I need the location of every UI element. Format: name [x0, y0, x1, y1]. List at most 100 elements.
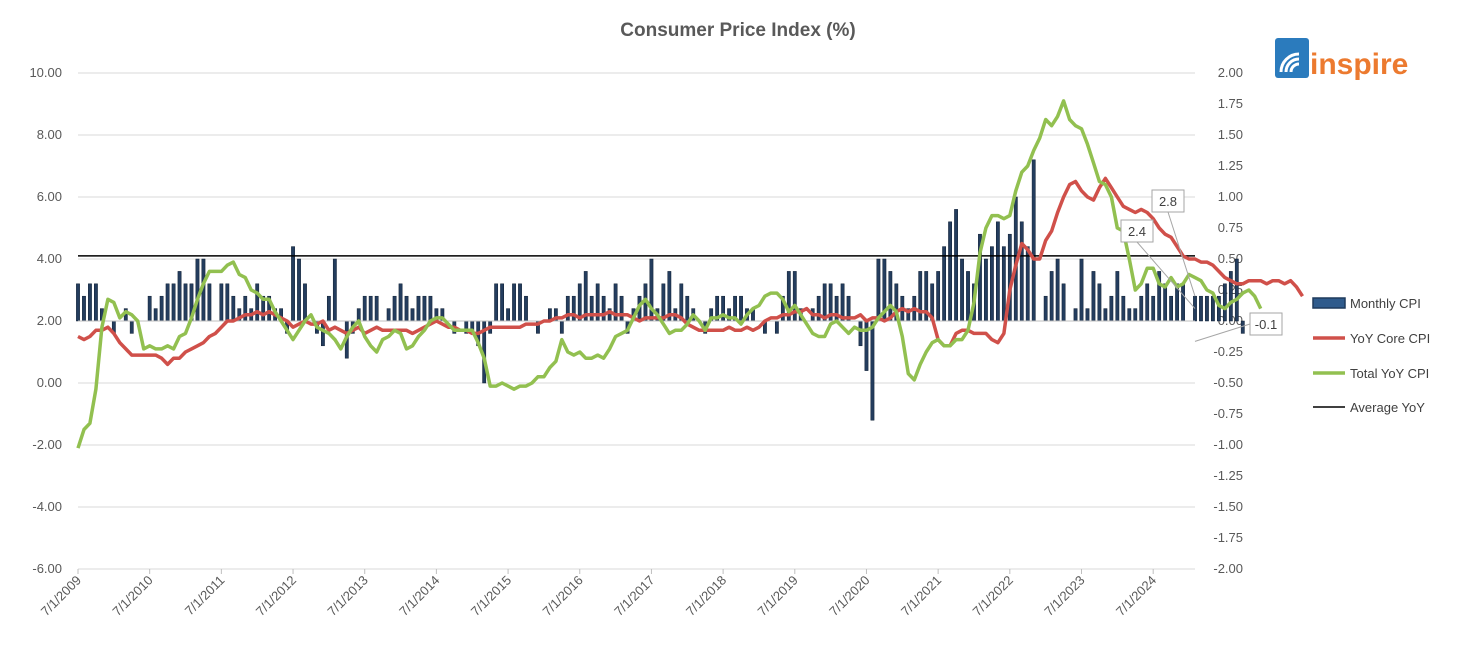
- monthly-cpi-bar: [1234, 258, 1239, 322]
- monthly-cpi-bar: [82, 295, 86, 322]
- monthly-cpi-bar: [559, 320, 564, 334]
- monthly-cpi-bar: [129, 320, 134, 334]
- monthly-cpi-bar: [1139, 295, 1144, 322]
- monthly-cpi-bar: [500, 283, 504, 322]
- yoy-core-cpi-line: [77, 176, 1304, 367]
- svg-text:Average YoY: Average YoY: [1350, 400, 1425, 415]
- monthly-cpi-bar: [207, 283, 212, 322]
- monthly-cpi-bar: [1031, 159, 1036, 322]
- monthly-cpi-bar: [1001, 246, 1006, 322]
- monthly-cpi-bar: [936, 271, 941, 322]
- monthly-cpi-bar: [303, 283, 307, 322]
- monthly-cpi-bar: [1211, 295, 1215, 322]
- monthly-cpi-bar: [918, 271, 923, 322]
- x-tick-label: 7/1/2014: [396, 573, 442, 619]
- x-tick-label: 7/1/2018: [683, 573, 729, 619]
- monthly-cpi-bar: [1049, 271, 1054, 322]
- callout-label: -0.1: [1255, 317, 1277, 332]
- y-right-tick-label: 1.25: [1218, 158, 1243, 173]
- legend: Monthly CPI YoY Core CPI Total YoY CPI A…: [1312, 296, 1430, 415]
- x-tick-label: 7/1/2022: [970, 573, 1016, 619]
- y-left-tick-label: 2.00: [37, 313, 62, 328]
- x-tick-label: 7/1/2011: [182, 573, 228, 619]
- monthly-cpi-bar: [858, 320, 863, 347]
- logo-text: inspire: [1310, 48, 1408, 81]
- svg-text:YoY Core CPI: YoY Core CPI: [1350, 331, 1430, 346]
- monthly-cpi-bar: [392, 295, 397, 322]
- monthly-cpi-bar: [1163, 283, 1168, 322]
- monthly-cpi-bar: [1103, 308, 1108, 322]
- monthly-cpi-bar: [1205, 295, 1209, 322]
- monthly-cpi-bar: [990, 246, 994, 322]
- monthly-cpi-bar: [1240, 320, 1245, 334]
- monthly-cpi-bar: [984, 258, 988, 322]
- monthly-cpi-bar: [518, 283, 522, 322]
- monthly-cpi-bar: [76, 283, 80, 322]
- monthly-cpi-bar: [404, 295, 409, 322]
- callout-leader: [1136, 241, 1196, 309]
- y-left-tick-label: 10.00: [29, 65, 62, 80]
- x-tick-label: 7/1/2019: [755, 573, 801, 619]
- y-right-tick-label: 1.50: [1218, 127, 1243, 142]
- monthly-cpi-bar: [1145, 283, 1150, 322]
- monthly-cpi-bar: [1169, 295, 1173, 322]
- monthly-cpi-bar: [195, 258, 200, 322]
- monthly-cpi-bar: [870, 320, 875, 421]
- legend-item-total-yoy-cpi: Total YoY CPI: [1313, 366, 1429, 381]
- chart-title: Consumer Price Index (%): [620, 20, 855, 41]
- y-left-tick-label: 0.00: [37, 375, 62, 390]
- monthly-cpi-bar: [524, 295, 528, 322]
- monthly-cpi-bar: [1043, 295, 1048, 322]
- monthly-cpi-bar: [171, 283, 176, 322]
- monthly-cpi-bar: [374, 295, 379, 322]
- y-right-tick-label: 1.75: [1218, 96, 1243, 111]
- y-right-tick-label: -0.75: [1213, 406, 1243, 421]
- y-left-tick-label: -6.00: [32, 561, 62, 576]
- y-right-tick-label: 2.00: [1218, 65, 1243, 80]
- monthly-cpi-bar: [159, 295, 164, 322]
- monthly-cpi-bar: [326, 295, 331, 322]
- monthly-cpi-bar: [368, 295, 373, 322]
- legend-item-yoy-core-cpi: YoY Core CPI: [1313, 331, 1430, 346]
- monthly-cpi-bar: [960, 258, 964, 322]
- logo: inspire: [1275, 38, 1408, 81]
- y-right-tick-label: -0.25: [1213, 344, 1243, 359]
- monthly-cpi-bar: [1091, 271, 1096, 322]
- monthly-cpi-bar: [1079, 258, 1084, 322]
- monthly-cpi-bar: [219, 283, 224, 322]
- monthly-cpi-bar: [1222, 283, 1227, 322]
- monthly-cpi-bar: [183, 283, 188, 322]
- callout-label: 2.8: [1159, 194, 1177, 209]
- monthly-cpi-bar: [291, 246, 295, 322]
- x-tick-label: 7/1/2013: [324, 573, 370, 619]
- monthly-cpi-bar: [362, 295, 367, 322]
- legend-item-average-yoy: Average YoY: [1313, 400, 1425, 415]
- x-tick-label: 7/1/2012: [253, 573, 299, 619]
- monthly-cpi-bar: [428, 295, 433, 322]
- monthly-cpi-bar: [601, 295, 606, 322]
- monthly-cpi-bar: [1109, 295, 1114, 322]
- y-right-tick-label: -1.25: [1213, 468, 1243, 483]
- monthly-cpi-bar: [685, 295, 690, 322]
- y-left-tick-label: -2.00: [32, 437, 62, 452]
- callout-leader: [1194, 323, 1251, 342]
- callout-leader: [1167, 211, 1196, 297]
- monthly-cpi-bar: [942, 246, 947, 322]
- monthly-cpi-bar: [1228, 271, 1233, 322]
- monthly-cpi-bar: [332, 258, 337, 322]
- y-right-tick-label: 1.00: [1218, 189, 1243, 204]
- monthly-cpi-bar: [231, 295, 236, 322]
- total-yoy-cpi-line: [76, 99, 1263, 449]
- y-right-tick-label: -1.75: [1213, 530, 1243, 545]
- monthly-cpi-bar: [1055, 258, 1060, 322]
- monthly-cpi-bar: [1151, 295, 1156, 322]
- monthly-cpi-bar: [1217, 295, 1221, 322]
- monthly-cpi-bar: [619, 295, 624, 322]
- monthly-cpi-bar: [739, 295, 743, 322]
- monthly-cpi-bar: [954, 209, 958, 322]
- monthly-cpi-bar: [589, 295, 594, 322]
- y-left-tick-label: 4.00: [37, 251, 62, 266]
- y-right-tick-label: -2.00: [1213, 561, 1243, 576]
- x-tick-label: 7/1/2009: [38, 573, 84, 619]
- monthly-cpi-bar: [1061, 283, 1066, 322]
